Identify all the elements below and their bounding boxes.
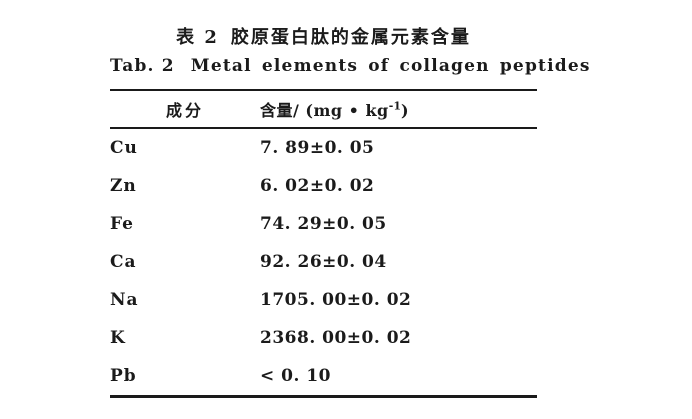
metal-elements-table: 成分 含量/ (mg • kg-1) Cu 7. 89±0. 05 Zn 6. … [110,89,537,398]
unit-prefix: 含量/ (mg • kg [260,101,389,120]
table-row: K 2368. 00±0. 02 [110,319,537,357]
element-cell: Na [110,290,139,310]
table-number-english: Tab. 2 [110,56,175,76]
column-header-component: 成分 [110,90,260,129]
value-cell: 92. 26±0. 04 [260,252,387,272]
table-row: Fe 74. 29±0. 05 [110,205,537,243]
table-title-chinese-text: 胶原蛋白肽的金属元素含量 [230,27,471,48]
unit-suffix: ) [400,101,410,120]
value-cell: 2368. 00±0. 02 [260,328,412,348]
table-row: Cu 7. 89±0. 05 [110,128,537,167]
value-cell: < 0. 10 [260,366,331,386]
value-cell: 1705. 00±0. 02 [260,290,412,310]
unit-superscript: -1 [388,99,401,113]
element-cell: Ca [110,252,137,272]
table-title-english: Tab. 2 Metal elements of collagen peptide… [110,56,589,76]
table-header: 成分 含量/ (mg • kg-1) [110,90,537,129]
table-title-chinese: 表 2 胶原蛋白肽的金属元素含量 [110,23,537,49]
table-header-row: 成分 含量/ (mg • kg-1) [110,90,537,129]
element-cell: Cu [110,138,138,158]
table-row: Na 1705. 00±0. 02 [110,281,537,319]
element-cell: Zn [110,176,137,196]
table-row: Pb < 0. 10 [110,357,537,397]
value-cell: 6. 02±0. 02 [260,176,375,196]
element-cell: Fe [110,214,134,234]
value-cell: 7. 89±0. 05 [260,138,375,158]
table-number-chinese: 表 2 [176,27,219,48]
column-header-content: 含量/ (mg • kg-1) [260,90,537,129]
element-cell: Pb [110,366,137,386]
value-cell: 74. 29±0. 05 [260,214,387,234]
table-title-english-text: Metal elements of collagen peptides [190,56,591,76]
table-body: Cu 7. 89±0. 05 Zn 6. 02±0. 02 Fe 74. 29±… [110,128,537,397]
table-row: Zn 6. 02±0. 02 [110,167,537,205]
table-row: Ca 92. 26±0. 04 [110,243,537,281]
element-cell: K [110,328,126,348]
